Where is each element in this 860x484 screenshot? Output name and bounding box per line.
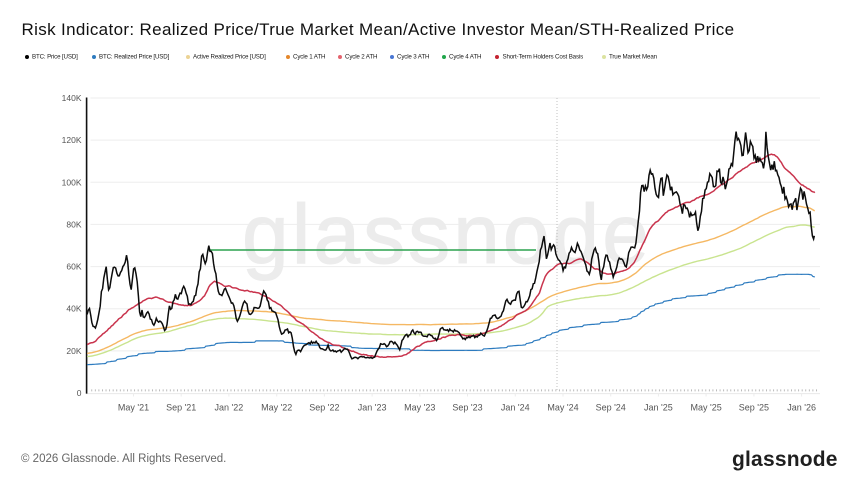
svg-text:May '25: May '25 — [690, 402, 721, 412]
svg-text:80K: 80K — [66, 219, 81, 229]
svg-text:May '24: May '24 — [547, 402, 578, 412]
svg-text:20K: 20K — [66, 346, 81, 356]
svg-text:Jan '24: Jan '24 — [501, 402, 530, 412]
svg-text:Sep '23: Sep '23 — [452, 402, 482, 412]
svg-text:Sep '24: Sep '24 — [596, 402, 626, 412]
svg-text:0: 0 — [77, 388, 82, 398]
svg-text:Jan '25: Jan '25 — [644, 402, 673, 412]
svg-text:May '22: May '22 — [261, 402, 292, 412]
svg-text:Sep '22: Sep '22 — [309, 402, 339, 412]
svg-text:120K: 120K — [62, 135, 82, 145]
svg-text:Jan '23: Jan '23 — [358, 402, 387, 412]
svg-text:140K: 140K — [62, 93, 82, 103]
svg-text:glassnode: glassnode — [242, 187, 652, 281]
svg-text:60K: 60K — [66, 262, 81, 272]
svg-text:40K: 40K — [66, 304, 81, 314]
svg-text:Jan '26: Jan '26 — [787, 402, 816, 412]
svg-text:Sep '21: Sep '21 — [166, 402, 196, 412]
svg-text:100K: 100K — [62, 177, 82, 187]
svg-text:Jan '22: Jan '22 — [215, 402, 244, 412]
svg-text:May '23: May '23 — [404, 402, 435, 412]
svg-text:May '21: May '21 — [118, 402, 149, 412]
svg-text:Sep '25: Sep '25 — [739, 402, 769, 412]
